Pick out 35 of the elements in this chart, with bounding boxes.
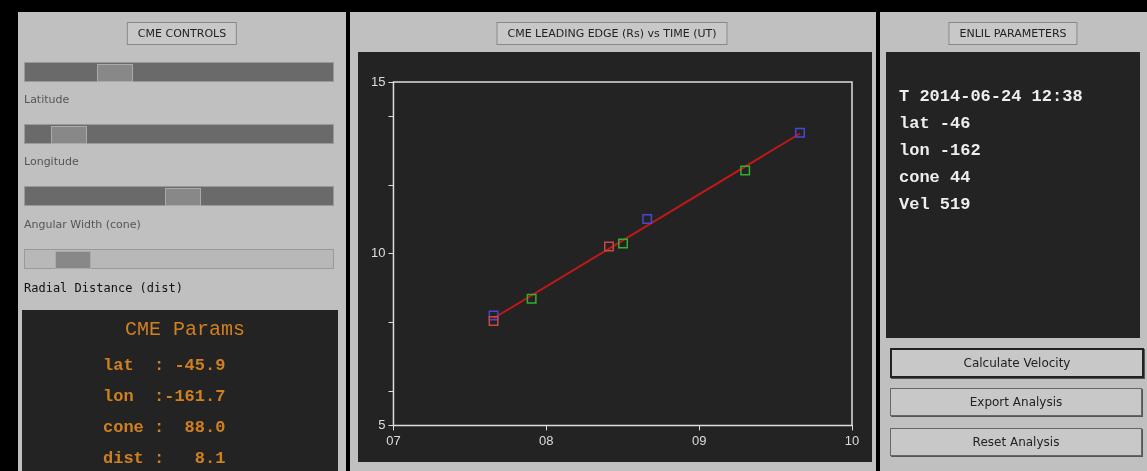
y-tick-label: 15 bbox=[370, 73, 386, 89]
text: Longitude bbox=[24, 155, 79, 168]
text: CME CONTROLS bbox=[126, 22, 238, 45]
y-tick-label: 10 bbox=[370, 245, 386, 261]
chart-title: CME LEADING EDGE (Rs) vs TIME (UT) bbox=[496, 22, 728, 45]
point bbox=[618, 238, 629, 249]
text: dist : 8.1 bbox=[103, 449, 226, 468]
y-tick-label: 5 bbox=[378, 416, 386, 432]
point bbox=[526, 293, 537, 304]
text: Vel 519 bbox=[899, 195, 971, 214]
text: cone 44 bbox=[899, 168, 971, 187]
point bbox=[603, 241, 614, 252]
text: Latitude bbox=[24, 93, 70, 106]
button: Calculate Velocity bbox=[890, 348, 1144, 378]
text: lon :-161.7 bbox=[103, 387, 226, 406]
text: cone : 88.0 bbox=[103, 418, 226, 437]
text: lon -162 bbox=[899, 141, 981, 160]
x-tick-label: 09 bbox=[691, 432, 707, 448]
text: T 2014-06-24 12:38 bbox=[899, 87, 1083, 106]
point bbox=[642, 214, 653, 225]
text: CME Params bbox=[125, 318, 246, 341]
point bbox=[488, 316, 499, 326]
x-tick-label: 07 bbox=[386, 432, 401, 448]
text: lat -46 bbox=[899, 114, 971, 133]
text: ENLIL PARAMETERS bbox=[948, 22, 1078, 45]
x-tick-label: 08 bbox=[539, 432, 554, 448]
point bbox=[488, 310, 499, 321]
button: Reset Analysis bbox=[890, 428, 1142, 456]
text: Angular Width (cone) bbox=[24, 218, 141, 231]
point bbox=[740, 165, 751, 176]
point bbox=[795, 127, 806, 138]
text: lat : -45.9 bbox=[103, 356, 226, 375]
text: Radial Distance (dist) bbox=[24, 281, 183, 295]
button: Export Analysis bbox=[890, 388, 1142, 416]
x-tick-label: 10 bbox=[844, 432, 860, 448]
